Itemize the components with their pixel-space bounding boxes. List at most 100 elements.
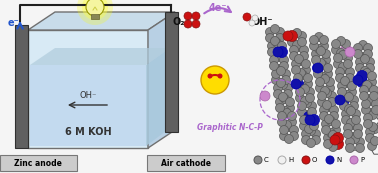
Circle shape — [184, 12, 192, 20]
Circle shape — [296, 57, 305, 66]
Circle shape — [319, 61, 327, 70]
Circle shape — [341, 110, 350, 119]
Circle shape — [319, 42, 328, 51]
Circle shape — [367, 142, 376, 151]
Circle shape — [276, 34, 285, 43]
Circle shape — [285, 122, 293, 131]
Circle shape — [82, 0, 108, 20]
Circle shape — [271, 75, 280, 84]
Circle shape — [341, 116, 350, 125]
Circle shape — [364, 43, 372, 52]
Circle shape — [333, 139, 344, 149]
Circle shape — [314, 33, 324, 42]
Circle shape — [339, 51, 347, 60]
Circle shape — [260, 91, 270, 101]
Circle shape — [330, 106, 339, 115]
Circle shape — [353, 49, 363, 58]
Circle shape — [305, 93, 314, 102]
Circle shape — [293, 74, 302, 83]
Circle shape — [293, 29, 302, 38]
Circle shape — [344, 104, 353, 113]
Circle shape — [363, 69, 372, 78]
Circle shape — [322, 89, 332, 98]
Circle shape — [322, 49, 330, 58]
Circle shape — [335, 95, 345, 105]
Circle shape — [297, 31, 307, 40]
Circle shape — [208, 74, 212, 79]
Text: O₂: O₂ — [172, 17, 185, 27]
Circle shape — [302, 60, 310, 69]
Circle shape — [243, 13, 251, 21]
Circle shape — [301, 97, 310, 106]
Circle shape — [339, 62, 347, 71]
Circle shape — [276, 103, 285, 112]
Circle shape — [344, 124, 353, 133]
Circle shape — [330, 135, 340, 145]
Circle shape — [316, 78, 324, 86]
Circle shape — [338, 88, 347, 97]
Circle shape — [184, 20, 192, 28]
Circle shape — [305, 88, 314, 97]
Circle shape — [339, 102, 349, 111]
Circle shape — [366, 57, 375, 66]
Circle shape — [367, 71, 376, 80]
Circle shape — [322, 101, 332, 110]
Circle shape — [363, 80, 372, 89]
Circle shape — [282, 121, 291, 130]
Circle shape — [336, 67, 344, 76]
Circle shape — [366, 63, 375, 72]
Circle shape — [313, 70, 322, 79]
Circle shape — [287, 30, 297, 42]
Circle shape — [284, 84, 293, 93]
Circle shape — [271, 49, 282, 61]
Text: Graphitic N-C-P: Graphitic N-C-P — [197, 124, 263, 133]
Circle shape — [297, 107, 307, 116]
Circle shape — [311, 56, 321, 65]
Circle shape — [296, 88, 305, 97]
Circle shape — [316, 47, 325, 56]
Polygon shape — [30, 65, 146, 146]
Circle shape — [372, 99, 378, 108]
Circle shape — [356, 76, 367, 88]
Circle shape — [293, 79, 304, 89]
Circle shape — [270, 56, 279, 65]
Circle shape — [347, 119, 355, 128]
Circle shape — [302, 135, 310, 144]
Circle shape — [336, 74, 344, 83]
Circle shape — [293, 40, 302, 49]
Circle shape — [369, 122, 378, 131]
Circle shape — [310, 35, 319, 44]
Circle shape — [297, 38, 307, 47]
Circle shape — [321, 75, 330, 84]
Circle shape — [355, 57, 364, 66]
Circle shape — [322, 120, 330, 129]
Circle shape — [291, 60, 301, 69]
Circle shape — [249, 20, 255, 26]
Circle shape — [271, 37, 279, 45]
Text: Air cathode: Air cathode — [161, 158, 211, 167]
Text: C: C — [264, 157, 269, 163]
Circle shape — [347, 107, 355, 116]
Circle shape — [319, 35, 328, 44]
Polygon shape — [15, 25, 28, 148]
Circle shape — [353, 43, 363, 52]
Circle shape — [279, 56, 288, 65]
Circle shape — [332, 39, 341, 48]
Circle shape — [271, 70, 280, 79]
Circle shape — [361, 99, 370, 108]
Circle shape — [311, 49, 321, 58]
Circle shape — [359, 92, 369, 101]
Circle shape — [324, 115, 333, 124]
Circle shape — [350, 134, 359, 143]
Circle shape — [284, 89, 293, 98]
Circle shape — [350, 102, 358, 111]
Circle shape — [192, 12, 200, 20]
Circle shape — [318, 92, 327, 101]
Circle shape — [370, 85, 378, 94]
Circle shape — [310, 42, 319, 51]
Circle shape — [325, 78, 335, 86]
Circle shape — [366, 128, 375, 136]
Circle shape — [291, 79, 301, 89]
Circle shape — [367, 78, 376, 86]
Circle shape — [345, 143, 355, 153]
